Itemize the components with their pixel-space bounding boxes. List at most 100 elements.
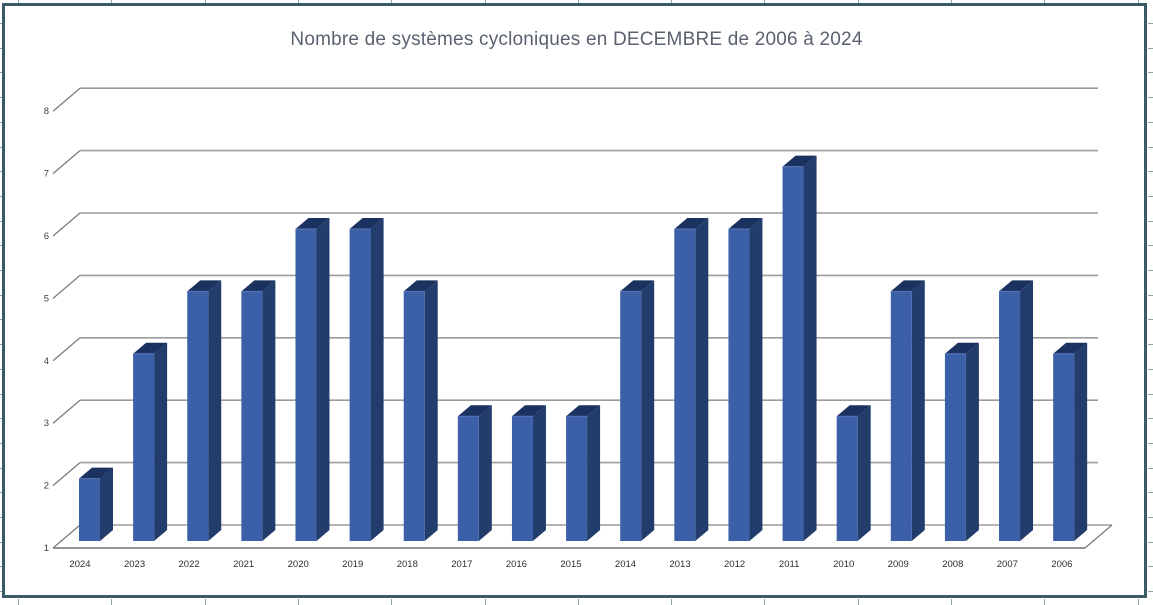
bar-2017[interactable] xyxy=(457,405,492,541)
worksheet-gridline-tick xyxy=(204,599,206,605)
worksheet-gridline-tick xyxy=(1148,492,1153,494)
worksheet-gridline-tick xyxy=(1148,23,1153,24)
x-axis-label-2011: 2011 xyxy=(779,559,799,570)
worksheet-gridline-tick xyxy=(764,599,766,605)
worksheet-gridline-tick xyxy=(1148,467,1153,469)
worksheet-gridline-tick xyxy=(297,599,299,605)
worksheet-gridline-tick xyxy=(0,393,2,395)
worksheet-gridline-tick xyxy=(111,599,113,605)
bar-2006[interactable] xyxy=(1053,342,1088,541)
worksheet-gridline-tick xyxy=(1148,541,1153,543)
worksheet-gridline-tick xyxy=(0,121,2,123)
bar-2013[interactable] xyxy=(674,218,709,541)
chart-title: Nombre de systèmes cycloniques en DECEMB… xyxy=(290,29,863,50)
gridline-7 xyxy=(52,149,1098,175)
worksheet-gridline-tick xyxy=(951,0,952,3)
y-axis-label-4: 4 xyxy=(44,356,49,367)
gridline-5 xyxy=(52,274,1098,299)
worksheet-gridline-tick xyxy=(1137,599,1139,605)
x-axis-label-2022: 2022 xyxy=(179,559,200,570)
worksheet-gridline-tick xyxy=(0,195,2,197)
worksheet-gridline-tick xyxy=(0,492,2,494)
x-axis-label-2012: 2012 xyxy=(724,559,745,570)
worksheet-gridline-tick xyxy=(0,270,2,271)
worksheet-gridline-tick xyxy=(111,0,113,3)
worksheet-gridline-tick xyxy=(1148,319,1153,321)
bar-2019[interactable] xyxy=(349,218,384,541)
worksheet-gridline-tick xyxy=(18,0,19,3)
worksheet-gridline-tick xyxy=(391,599,393,605)
bar-2015[interactable] xyxy=(566,405,601,541)
worksheet-gridline-tick xyxy=(0,566,2,568)
worksheet-gridline-tick xyxy=(1148,121,1153,123)
bar-2016[interactable] xyxy=(511,405,546,541)
worksheet-gridline-tick xyxy=(577,599,579,605)
worksheet-gridline-tick xyxy=(0,47,2,49)
worksheet-gridline-tick xyxy=(671,599,673,605)
worksheet-gridline-tick xyxy=(577,0,579,3)
bar-2020[interactable] xyxy=(295,218,330,541)
x-axis-label-2019: 2019 xyxy=(342,559,363,570)
worksheet-gridline-tick xyxy=(1148,245,1153,247)
worksheet-gridline-tick xyxy=(0,245,2,247)
worksheet-gridline-tick xyxy=(951,599,952,605)
worksheet-gridline-tick xyxy=(1148,517,1153,518)
bar-2008[interactable] xyxy=(944,342,979,541)
worksheet-gridline-tick xyxy=(484,599,486,605)
worksheet-gridline-tick xyxy=(764,0,766,3)
worksheet-gridline-tick xyxy=(671,0,673,3)
x-axis-label-2009: 2009 xyxy=(888,559,909,570)
bar-2010[interactable] xyxy=(836,405,871,541)
worksheet-gridline-tick xyxy=(1148,47,1153,49)
worksheet-gridline-tick xyxy=(0,97,2,99)
worksheet-gridline-tick xyxy=(0,319,2,321)
x-axis-label-2017: 2017 xyxy=(451,559,472,570)
bar-2009[interactable] xyxy=(890,280,925,541)
worksheet-gridline-tick xyxy=(484,0,486,3)
worksheet-gridline-tick xyxy=(1148,270,1153,271)
y-axis-label-8: 8 xyxy=(44,106,49,117)
x-axis-label-2023: 2023 xyxy=(124,559,145,570)
worksheet-gridline-tick xyxy=(18,599,19,605)
x-axis-label-2021: 2021 xyxy=(233,559,254,570)
worksheet-gridline-tick xyxy=(1148,97,1153,99)
y-axis-label-1: 1 xyxy=(44,543,49,554)
worksheet-gridline-tick xyxy=(1148,72,1153,74)
worksheet-gridline-tick xyxy=(0,23,2,24)
y-axis-label-3: 3 xyxy=(44,418,49,429)
bar-2011[interactable] xyxy=(782,155,817,541)
worksheet-gridline-tick xyxy=(204,0,206,3)
worksheet-gridline-tick xyxy=(391,0,393,3)
worksheet-gridline-tick xyxy=(1044,599,1046,605)
bar-2021[interactable] xyxy=(241,280,276,541)
worksheet-gridline-tick xyxy=(0,517,2,518)
worksheet-gridline-tick xyxy=(1148,566,1153,568)
worksheet-gridline-tick xyxy=(1148,418,1153,420)
worksheet-gridline-tick xyxy=(0,591,2,593)
worksheet-gridline-tick xyxy=(297,0,299,3)
worksheet-gridline-tick xyxy=(1148,368,1153,370)
worksheet-gridline-tick xyxy=(1148,442,1153,444)
x-axis-label-2006: 2006 xyxy=(1051,559,1072,570)
bar-2007[interactable] xyxy=(999,280,1034,541)
worksheet-gridline-tick xyxy=(1148,294,1153,296)
x-axis-label-2020: 2020 xyxy=(288,559,309,570)
x-axis-label-2015: 2015 xyxy=(560,559,581,570)
bar-2014[interactable] xyxy=(620,280,655,541)
x-axis-label-2008: 2008 xyxy=(942,559,963,570)
bar-2024[interactable] xyxy=(79,467,113,541)
y-axis-label-2: 2 xyxy=(44,481,49,492)
y-axis-label-6: 6 xyxy=(44,231,49,242)
bar-2012[interactable] xyxy=(728,218,763,541)
worksheet-gridline-tick xyxy=(0,344,2,346)
worksheet-gridline-tick xyxy=(1148,220,1153,222)
worksheet-gridline-tick xyxy=(857,0,859,3)
bar-2018[interactable] xyxy=(403,280,438,541)
bar-2023[interactable] xyxy=(133,342,168,541)
worksheet-gridline-tick xyxy=(1148,146,1153,148)
bar-2022[interactable] xyxy=(187,280,222,541)
worksheet-gridline-tick xyxy=(1148,591,1153,593)
worksheet-gridline-tick xyxy=(0,72,2,74)
